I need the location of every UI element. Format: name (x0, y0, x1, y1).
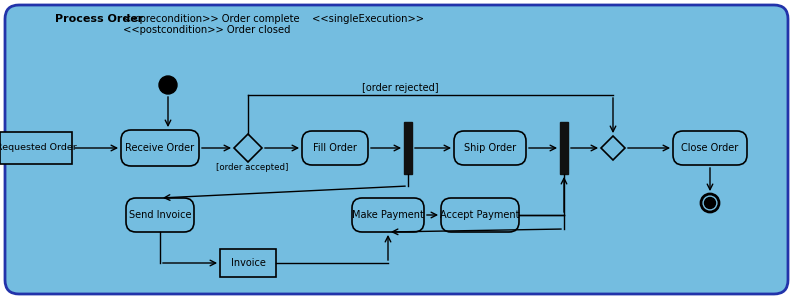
Text: Invoice: Invoice (231, 258, 266, 268)
Text: [order accepted]: [order accepted] (216, 162, 288, 172)
Text: <<precondition>> Order complete    <<singleExecution>>: <<precondition>> Order complete <<single… (120, 14, 424, 24)
Text: Ship Order: Ship Order (464, 143, 516, 153)
FancyBboxPatch shape (441, 198, 519, 232)
Text: Make Payment: Make Payment (352, 210, 424, 220)
Bar (560, 122, 568, 174)
Text: Send Invoice: Send Invoice (128, 210, 191, 220)
Circle shape (701, 194, 719, 212)
FancyBboxPatch shape (454, 131, 526, 165)
FancyBboxPatch shape (302, 131, 368, 165)
FancyBboxPatch shape (121, 130, 199, 166)
Bar (404, 122, 412, 174)
Circle shape (159, 76, 177, 94)
FancyBboxPatch shape (352, 198, 424, 232)
Bar (0, 132, 72, 164)
Circle shape (704, 198, 715, 208)
Text: <<postcondition>> Order closed: <<postcondition>> Order closed (120, 25, 290, 35)
Text: Process Order: Process Order (55, 14, 144, 24)
FancyBboxPatch shape (126, 198, 194, 232)
Text: Accept Payment: Accept Payment (440, 210, 519, 220)
Polygon shape (234, 134, 262, 162)
Text: Receive Order: Receive Order (125, 143, 194, 153)
Text: [order rejected]: [order rejected] (362, 83, 439, 93)
FancyBboxPatch shape (673, 131, 747, 165)
Text: Close Order: Close Order (681, 143, 738, 153)
Bar (220, 249, 276, 277)
Text: Requested Order: Requested Order (0, 144, 76, 152)
FancyBboxPatch shape (5, 5, 788, 294)
Polygon shape (601, 136, 625, 160)
Text: Fill Order: Fill Order (313, 143, 357, 153)
